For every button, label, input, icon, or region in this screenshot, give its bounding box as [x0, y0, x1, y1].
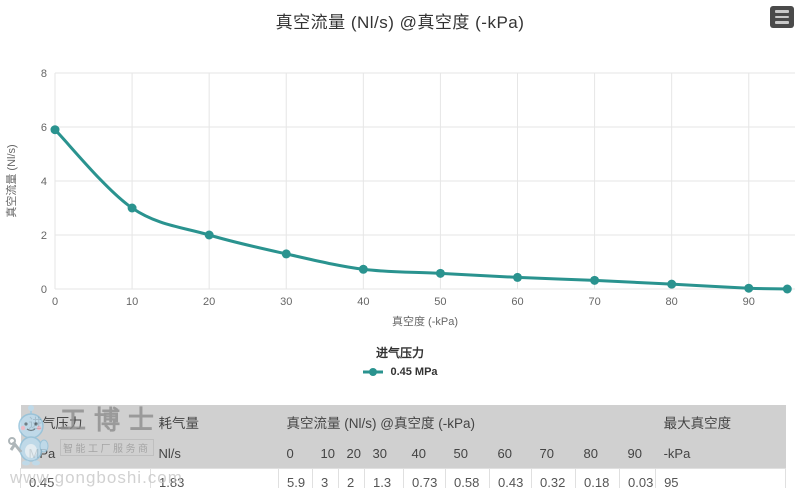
x-tick-label: 60 [511, 296, 523, 308]
table-cell: 0.18 [576, 469, 620, 488]
legend-item-series[interactable]: 0.45 MPa [362, 366, 437, 378]
data-point-marker[interactable] [783, 285, 792, 294]
table-cell: 0.58 [446, 469, 490, 488]
x-tick-label: 20 [203, 296, 215, 308]
table-subheader: 60 [490, 439, 532, 469]
x-tick-label: 0 [52, 296, 58, 308]
table-subheader: MPa [21, 439, 151, 469]
table-group-header: 真空流量 (Nl/s) @真空度 (-kPa) [279, 405, 656, 439]
table-header-group-row: 进气压力耗气量真空流量 (Nl/s) @真空度 (-kPa)最大真空度 [21, 405, 786, 439]
chart-legend: 进气压力 0.45 MPa [0, 344, 800, 383]
chart-context-menu-button[interactable] [770, 6, 794, 28]
x-tick-label: 50 [434, 296, 446, 308]
data-point-marker[interactable] [513, 273, 522, 282]
table-subheader: 40 [404, 439, 446, 469]
y-tick-label: 2 [41, 230, 47, 242]
data-point-marker[interactable] [205, 231, 214, 240]
table-cell: 0.73 [404, 469, 446, 488]
chart-title: 真空流量 (Nl/s) @真空度 (-kPa) [0, 0, 800, 33]
table-subheader: 80 [576, 439, 620, 469]
data-point-marker[interactable] [744, 284, 753, 293]
table-group-header: 最大真空度 [656, 405, 786, 439]
hamburger-menu-icon [775, 10, 789, 13]
table-subheader: -kPa [656, 439, 786, 469]
table-group-header: 进气压力 [21, 405, 151, 439]
table-cell: 3 [313, 469, 339, 488]
y-tick-label: 4 [41, 176, 47, 188]
legend-item-label: 0.45 MPa [390, 366, 437, 378]
x-tick-label: 80 [666, 296, 678, 308]
data-point-marker[interactable] [359, 265, 368, 274]
table-subheader: 20 [339, 439, 365, 469]
table-subheader: 50 [446, 439, 490, 469]
table-cell: 95 [656, 469, 786, 488]
x-tick-label: 70 [588, 296, 600, 308]
y-tick-label: 6 [41, 122, 47, 134]
table-subheader: Nl/s [151, 439, 279, 469]
line-chart: 0 10 20 30 40 50 60 70 80 90 0 2 4 6 8 真空度 (-kPa) 真空流量 (… [0, 33, 800, 333]
table-cell: 0.45 [21, 469, 151, 488]
data-point-marker[interactable] [667, 280, 676, 289]
table-cell: 2 [339, 469, 365, 488]
table-subheader: 10 [313, 439, 339, 469]
x-tick-label: 10 [126, 296, 138, 308]
x-tick-label: 30 [280, 296, 292, 308]
data-point-marker[interactable] [51, 125, 60, 134]
y-tick-label: 8 [41, 68, 47, 80]
table-cell: 5.9 [279, 469, 313, 488]
x-tick-label: 40 [357, 296, 369, 308]
x-tick-label: 90 [743, 296, 755, 308]
y-tick-label: 0 [41, 284, 47, 296]
data-point-marker[interactable] [436, 269, 445, 278]
table-cell: 1.3 [365, 469, 404, 488]
series-line [55, 130, 787, 289]
table-cell: 0.32 [532, 469, 576, 488]
legend-marker-icon [362, 366, 384, 378]
data-point-marker[interactable] [128, 204, 137, 213]
y-axis-title: 真空流量 (Nl/s) [4, 144, 18, 217]
table-group-header: 耗气量 [151, 405, 279, 439]
table-subheader: 30 [365, 439, 404, 469]
data-point-marker[interactable] [590, 276, 599, 285]
table-subheader: 90 [620, 439, 656, 469]
data-point-marker[interactable] [282, 249, 291, 258]
table-subheader: 70 [532, 439, 576, 469]
table-cell: 0.43 [490, 469, 532, 488]
x-axis-title: 真空度 (-kPa) [392, 314, 458, 328]
table-cell: 0.03 [620, 469, 656, 488]
table-cell: 1.83 [151, 469, 279, 488]
table-subheader: 0 [279, 439, 313, 469]
legend-title: 进气压力 [0, 344, 800, 361]
